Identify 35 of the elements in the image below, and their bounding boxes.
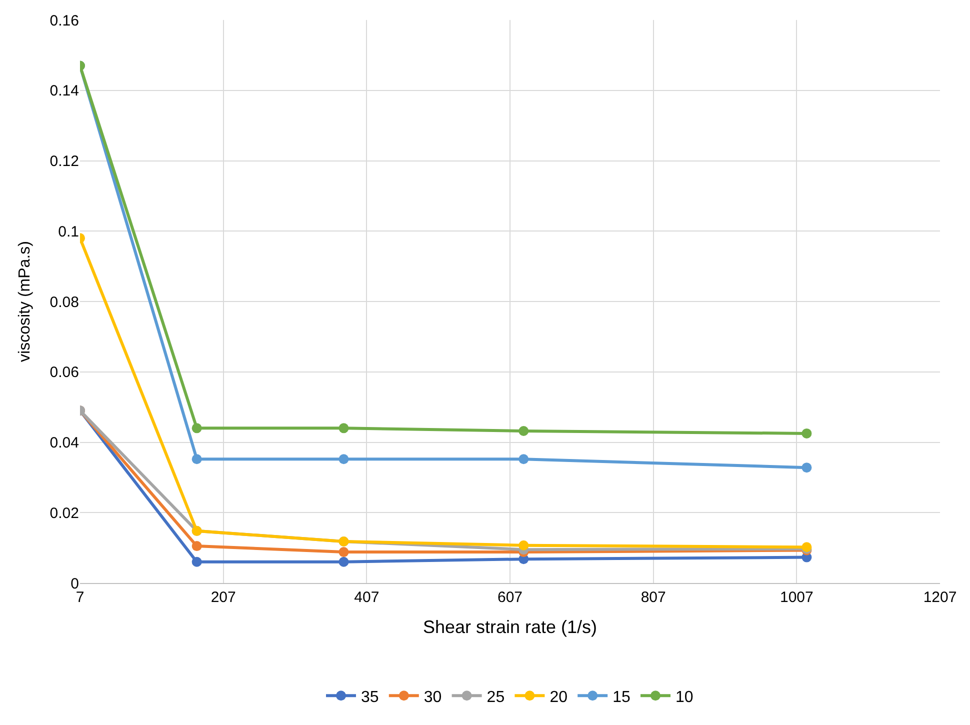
legend-label: 25	[486, 688, 505, 706]
y-tick-label: 0.04	[50, 434, 79, 452]
point	[192, 454, 202, 464]
point	[802, 428, 812, 438]
x-tick-label: 207	[210, 589, 236, 606]
legend-label: 35	[361, 688, 379, 706]
x-tick-label: 407	[354, 589, 380, 606]
y-tick-label: 0.12	[50, 153, 79, 170]
legend-label: 20	[550, 688, 568, 706]
point	[338, 454, 349, 464]
x-tick-label: 607	[497, 589, 523, 606]
x-axis-title: Shear strain rate (1/s)	[422, 617, 598, 638]
point	[192, 423, 202, 434]
y-tick-label: 0.1	[58, 223, 79, 240]
y-tick-label: 0.14	[50, 82, 79, 100]
point	[192, 541, 202, 552]
x-tick-label: 1007	[780, 589, 814, 606]
legend-label: 10	[675, 688, 694, 706]
point	[338, 547, 349, 558]
y-tick-label: 0.08	[50, 294, 79, 311]
y-tick-label: 0.02	[50, 504, 79, 522]
legend-label: 30	[424, 688, 442, 706]
point	[338, 423, 349, 434]
y-tick-label: 0.16	[50, 12, 79, 30]
point	[518, 454, 529, 464]
point	[338, 556, 349, 567]
x-tick-label: 1207	[923, 589, 957, 606]
point	[192, 556, 202, 567]
legend-label: 15	[612, 688, 630, 706]
x-tick-label: 807	[640, 589, 666, 606]
point	[802, 462, 812, 473]
y-axis-title: viscosity (mPa.s)	[16, 241, 34, 362]
point	[518, 540, 529, 550]
y-tick-label: 0.06	[50, 364, 79, 382]
point	[518, 426, 529, 436]
